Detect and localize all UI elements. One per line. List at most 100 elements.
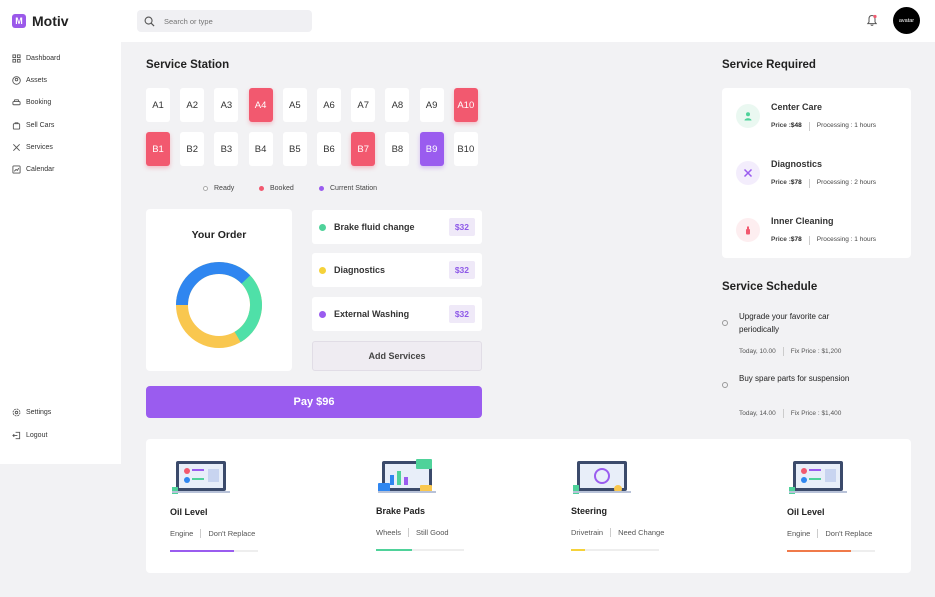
order-service-item[interactable]: Diagnostics $32	[312, 253, 482, 287]
logo[interactable]: M Motiv	[12, 13, 69, 29]
station-slot-b7[interactable]: B7	[351, 132, 376, 166]
station-slot-b8[interactable]: B8	[385, 132, 410, 166]
station-slot-b4[interactable]: B4	[248, 132, 273, 166]
service-color-dot	[319, 223, 326, 231]
order-donut-chart	[176, 262, 262, 348]
sidebar-item-dashboard[interactable]: Dashboard	[12, 54, 60, 63]
order-title: Your Order	[191, 229, 247, 241]
stat-status: Don't Replace	[825, 529, 873, 538]
station-slot-a4[interactable]: A4	[248, 88, 273, 122]
station-slot-a9[interactable]: A9	[419, 88, 444, 122]
search-box[interactable]	[137, 10, 312, 32]
donut-segment-blue	[176, 262, 262, 348]
service-color-dot	[319, 310, 326, 318]
station-slot-b1[interactable]: B1	[146, 132, 170, 166]
service-required-meta: Price : $48 Processing : 1 hours	[771, 122, 876, 131]
service-color-dot	[319, 266, 326, 274]
schedule-price: Fix Price : $1,200	[790, 348, 842, 355]
schedule-title: Upgrade your favorite car periodically	[739, 312, 830, 334]
station-slot-a6[interactable]: A6	[317, 88, 341, 122]
sidebar-item-label: Dashboard	[26, 55, 61, 62]
legend-dot	[203, 186, 208, 191]
stat-subtitle: Engine Don't Replace	[170, 529, 255, 538]
order-service-item[interactable]: External Washing $32	[312, 297, 482, 331]
legend-ready: Ready	[203, 185, 234, 192]
sidebar-item-sell-cars[interactable]: Sell Cars	[12, 121, 54, 130]
search-input[interactable]	[164, 16, 304, 26]
divider	[808, 236, 810, 245]
station-slot-b6[interactable]: B6	[317, 132, 341, 166]
station-slot-b5[interactable]: B5	[282, 132, 307, 166]
processing-time: Processing : 1 hours	[816, 122, 876, 129]
person-icon	[736, 104, 760, 128]
vehicle-stats-card	[146, 439, 911, 573]
legend-dot	[319, 186, 324, 191]
stat-category: Engine	[170, 529, 194, 538]
stat-progress-bar	[376, 549, 464, 551]
add-services-button[interactable]: Add Services	[312, 341, 482, 371]
legend-booked: Booked	[259, 185, 294, 192]
stat-status: Need Change	[618, 528, 665, 537]
divider	[610, 528, 612, 537]
station-slot-a10[interactable]: A10	[453, 88, 478, 122]
schedule-meta: Today, 10.00 Fix Price : $1,200	[739, 347, 841, 356]
service-price: $32	[448, 261, 475, 279]
stat-subtitle: Engine Don't Replace	[787, 529, 872, 538]
sidebar-item-assets[interactable]: Assets	[12, 76, 47, 85]
station-slot-b3[interactable]: B3	[214, 132, 239, 166]
sidebar-item-label: Booking	[26, 99, 52, 106]
service-required-name: Diagnostics	[771, 159, 823, 169]
app-name: Motiv	[32, 13, 69, 29]
spray-icon	[736, 218, 760, 242]
stat-subtitle: Drivetrain Need Change	[571, 528, 664, 537]
notification-bell-icon[interactable]	[866, 14, 878, 32]
search-icon	[144, 16, 155, 27]
schedule-radio[interactable]	[722, 320, 728, 326]
tools-icon	[736, 161, 760, 185]
sidebar-item-logout[interactable]: Logout	[12, 431, 47, 440]
station-slot-a8[interactable]: A8	[385, 88, 410, 122]
schedule-price: Fix Price : $1,400	[790, 410, 842, 417]
station-slot-a2[interactable]: A2	[180, 88, 205, 122]
stat-progress-fill	[376, 549, 413, 551]
chart-icon	[12, 165, 21, 174]
processing-time: Processing : 2 hours	[816, 179, 876, 186]
station-slot-a7[interactable]: A7	[351, 88, 376, 122]
divider	[782, 409, 784, 418]
station-slot-a1[interactable]: A1	[146, 88, 170, 122]
station-slot-b10[interactable]: B10	[453, 132, 478, 166]
schedule-radio[interactable]	[722, 382, 728, 388]
stat-category: Wheels	[376, 528, 402, 537]
pay-button[interactable]: Pay $96	[146, 386, 482, 418]
user-circle-icon	[12, 76, 21, 85]
stat-illustration-icon	[787, 457, 849, 502]
order-service-item[interactable]: Brake fluid change $32	[312, 210, 482, 244]
sidebar-item-services[interactable]: Services	[12, 143, 53, 152]
grid-icon	[12, 54, 21, 63]
divider	[782, 347, 784, 356]
station-slot-a5[interactable]: A5	[282, 88, 307, 122]
sidebar-item-label: Sell Cars	[26, 122, 55, 129]
schedule-time: Today, 10.00	[739, 348, 776, 355]
stat-name: Brake Pads	[376, 506, 426, 516]
sidebar-item-settings[interactable]: Settings	[12, 408, 51, 417]
sidebar-item-label: Assets	[26, 77, 48, 84]
divider	[408, 528, 410, 537]
service-required-name: Inner Cleaning	[771, 216, 834, 226]
station-slot-b2[interactable]: B2	[180, 132, 205, 166]
service-name: Diagnostics	[334, 265, 386, 275]
tools-icon	[12, 143, 21, 152]
station-slot-a3[interactable]: A3	[214, 88, 239, 122]
sidebar-item-booking[interactable]: Booking	[12, 98, 51, 107]
legend-label: Current Station	[330, 185, 378, 192]
stat-status: Don't Replace	[208, 529, 256, 538]
service-required-name: Center Care	[771, 102, 823, 112]
station-slot-b9[interactable]: B9	[419, 132, 444, 166]
logo-icon: M	[12, 14, 26, 28]
divider	[817, 529, 819, 538]
avatar[interactable]: avatar	[893, 7, 920, 34]
sidebar-item-calendar[interactable]: Calendar	[12, 165, 54, 174]
legend-label: Booked	[270, 185, 294, 192]
stat-illustration-icon	[571, 457, 633, 502]
top-bar: M Motiv avatar	[0, 0, 935, 42]
